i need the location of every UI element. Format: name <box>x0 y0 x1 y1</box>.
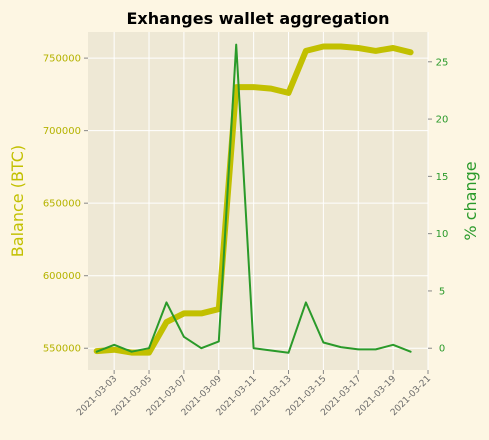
left-tick-label: 550000 <box>43 344 81 355</box>
right-tick-label: 25 <box>436 57 449 68</box>
balance-series-line <box>93 43 414 356</box>
right-tick-label: 15 <box>436 172 449 183</box>
chart-title: Exhanges wallet aggregation <box>126 9 389 28</box>
right-tick-label: 5 <box>439 286 445 297</box>
right-tick-label: 20 <box>436 115 449 126</box>
plot-area <box>88 32 428 370</box>
right-tick-label: 0 <box>439 344 445 355</box>
left-tick-label: 650000 <box>43 199 81 210</box>
left-tick-label: 700000 <box>43 126 81 137</box>
left-axis-label: Balance (BTC) <box>8 145 27 257</box>
percent-change-series-line <box>95 43 412 354</box>
series-layer <box>93 43 414 356</box>
right-tick-label: 10 <box>436 229 449 240</box>
left-tick-label: 600000 <box>43 271 81 282</box>
left-tick-label: 750000 <box>43 54 81 65</box>
right-axis-label: % change <box>461 161 480 240</box>
